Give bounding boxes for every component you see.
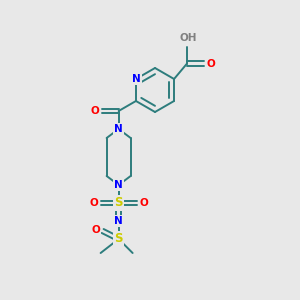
Text: S: S bbox=[114, 232, 123, 245]
Text: OH: OH bbox=[179, 33, 197, 43]
Text: O: O bbox=[91, 225, 100, 235]
Text: O: O bbox=[206, 59, 215, 69]
Text: O: O bbox=[89, 198, 98, 208]
Text: S: S bbox=[114, 196, 123, 209]
Text: N: N bbox=[114, 180, 123, 190]
Text: N: N bbox=[132, 74, 140, 84]
Text: O: O bbox=[139, 198, 148, 208]
Text: N: N bbox=[114, 216, 123, 226]
Text: O: O bbox=[90, 106, 99, 116]
Text: N: N bbox=[114, 124, 123, 134]
